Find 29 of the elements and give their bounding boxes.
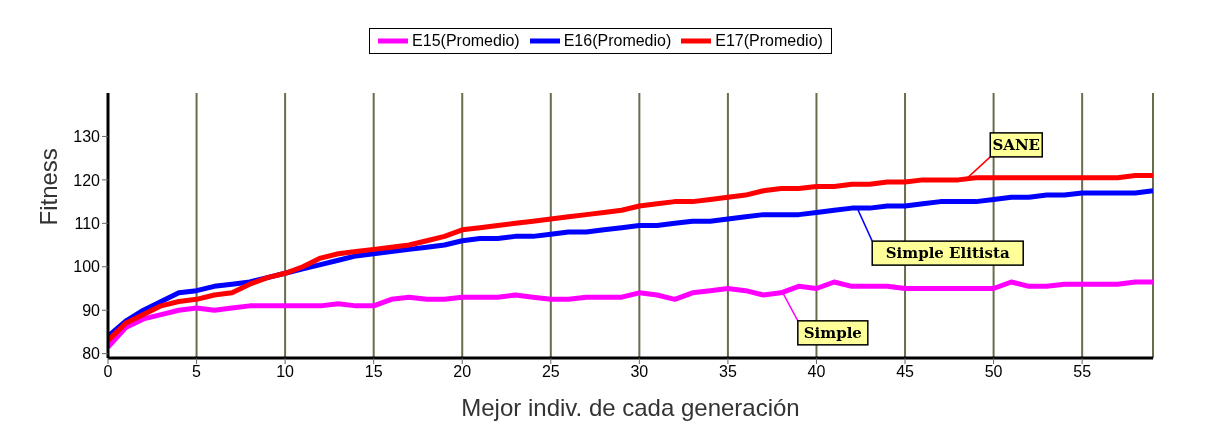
x-tick-label: 30 [630,363,649,381]
annotation: Simple Elitista [885,244,1010,263]
y-tick-label: 110 [74,215,101,233]
x-tick-label: 10 [276,363,295,381]
legend-label: E16(Promedio) [563,32,672,50]
y-tick-label: 120 [73,171,101,189]
x-tick-label: 45 [896,363,915,381]
x-tick-label: 15 [364,363,383,381]
callout: Simple [782,292,869,346]
legend-label: E17(Promedio) [715,32,823,50]
y-tick-label: 130 [73,128,101,146]
y-tick-label: 80 [82,345,101,363]
annotation: SANE [992,135,1041,154]
y-axis-title: Fitness [34,148,62,226]
callout: Simple Elitista [856,207,1024,266]
x-tick-label: 55 [1073,363,1092,381]
annotation: Simple [803,323,862,342]
x-tick-label: 20 [453,363,472,381]
x-tick-label: 35 [719,363,737,381]
legend-label: E15(Promedio) [412,32,520,50]
x-tick-label: 40 [807,363,826,381]
y-tick-label: 90 [82,301,101,319]
x-tick-label: 50 [984,363,1003,381]
x-tick-label: 5 [192,363,202,381]
x-tick-label: 25 [541,363,560,381]
y-tick-label: 100 [73,258,101,276]
callout: SANE [964,132,1043,181]
x-axis-title: Mejor indiv. de cada generación [461,394,800,421]
x-tick-label: 0 [103,363,113,381]
